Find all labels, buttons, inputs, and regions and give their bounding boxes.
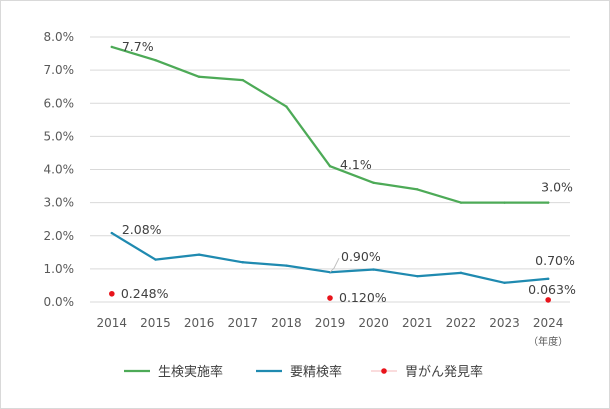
legend-label: 胃がん発見率 xyxy=(405,364,483,380)
x-tick-label: 2020 xyxy=(358,316,389,330)
legend-label: 要精検率 xyxy=(290,364,342,380)
y-tick-label: 0.0% xyxy=(44,295,75,309)
y-tick-label: 2.0% xyxy=(44,229,75,243)
x-tick-label: 2016 xyxy=(184,316,215,330)
data-label: 7.7% xyxy=(122,39,154,54)
x-axis-unit-label: （年度） xyxy=(528,335,568,348)
data-label: 0.248% xyxy=(121,286,169,301)
data-label-leader xyxy=(329,257,340,273)
data-label: 0.120% xyxy=(339,290,387,305)
x-tick-label: 2023 xyxy=(489,316,520,330)
y-tick-label: 6.0% xyxy=(44,96,75,110)
y-tick-label: 5.0% xyxy=(44,129,75,143)
data-label: 0.063% xyxy=(528,282,576,297)
data-label: 4.1% xyxy=(340,157,372,172)
series-point xyxy=(328,164,332,168)
series-point xyxy=(241,78,244,82)
x-tick-label: 2018 xyxy=(271,316,302,330)
series-point xyxy=(372,181,375,184)
series-point xyxy=(372,268,375,271)
series-point-marker xyxy=(327,295,333,301)
series-point xyxy=(459,271,463,275)
legend-label: 生検実施率 xyxy=(158,364,223,380)
x-tick-label: 2017 xyxy=(227,316,258,330)
series-point xyxy=(110,231,114,235)
x-tick-label: 2014 xyxy=(97,316,128,330)
series-point-marker xyxy=(109,290,115,297)
series-point-marker xyxy=(545,297,551,303)
series-point xyxy=(197,75,201,78)
series-point xyxy=(459,201,463,204)
data-label: 0.90% xyxy=(341,249,381,264)
series-point xyxy=(416,188,419,191)
data-label: 2.08% xyxy=(122,222,162,237)
series-point xyxy=(503,201,506,204)
data-label: 0.70% xyxy=(535,253,575,268)
series-point xyxy=(285,264,288,267)
series-point xyxy=(154,58,157,62)
y-tick-label: 3.0% xyxy=(44,196,75,210)
x-tick-label: 2022 xyxy=(446,316,477,330)
x-tick-label: 2024 xyxy=(533,316,564,330)
series-point xyxy=(503,281,506,284)
series-point xyxy=(416,274,419,278)
x-tick-label: 2015 xyxy=(140,316,171,330)
series-point xyxy=(241,261,244,264)
series-point xyxy=(285,105,288,108)
series-point xyxy=(546,277,550,281)
y-tick-label: 1.0% xyxy=(44,262,75,276)
x-tick-label: 2021 xyxy=(402,316,433,330)
y-tick-label: 4.0% xyxy=(44,163,75,177)
series-point xyxy=(197,253,201,256)
data-label: 3.0% xyxy=(541,180,573,195)
series-point xyxy=(154,258,157,261)
x-tick-label: 2019 xyxy=(315,316,346,330)
series-line-1 xyxy=(110,231,550,284)
y-tick-label: 7.0% xyxy=(44,63,75,77)
y-tick-label: 8.0% xyxy=(44,30,75,44)
series-point xyxy=(110,45,114,49)
legend-swatch-2 xyxy=(381,368,387,374)
series-point xyxy=(546,201,550,204)
